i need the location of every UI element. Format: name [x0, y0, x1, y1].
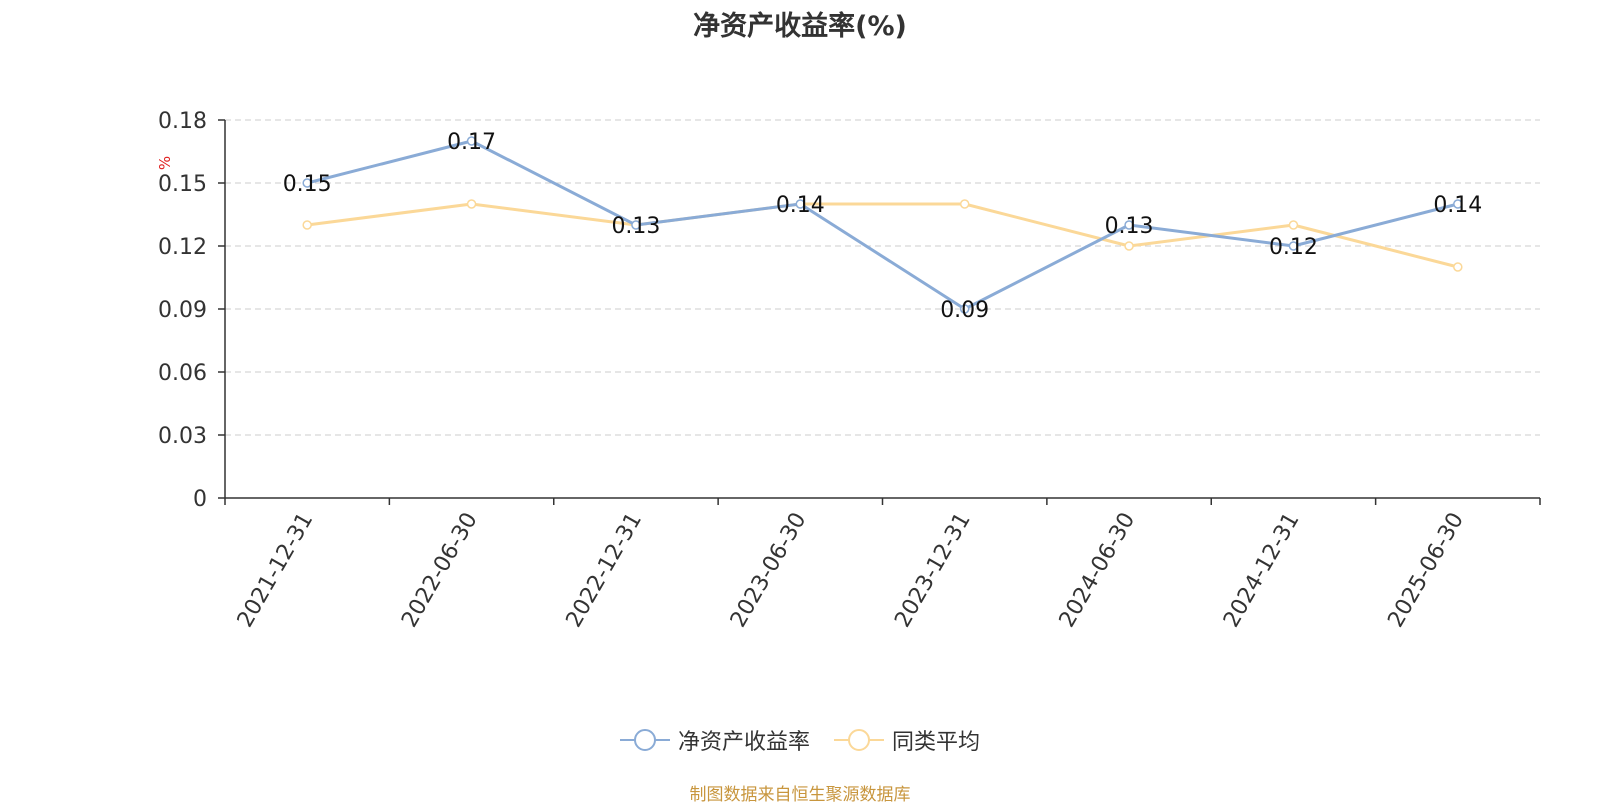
series-1-point [795, 199, 806, 209]
x-tick-label: 2021-12-31 [233, 509, 319, 632]
data-label: 0.14 [1433, 193, 1482, 218]
x-tick-label: 2022-06-30 [397, 509, 483, 632]
series-1-point [302, 178, 312, 188]
series-line-1 [306, 139, 1459, 311]
data-label: 0.13 [1105, 214, 1154, 239]
series-1-point [1453, 199, 1463, 209]
series-2-point [1124, 241, 1134, 251]
data-label: 0.09 [940, 298, 989, 323]
data-label: 0.14 [776, 193, 825, 218]
y-tick-label: 0.18 [158, 109, 207, 134]
series-2-point [959, 199, 970, 209]
data-label: 0.12 [1269, 235, 1318, 260]
y-tick-label: 0.06 [158, 361, 207, 386]
y-tick-label: 0.09 [158, 298, 207, 323]
y-tick-label: 0.12 [158, 235, 207, 260]
series-line-2 [306, 202, 1459, 269]
x-tick-label: 2023-06-30 [726, 509, 812, 632]
x-tick-label: 2022-12-31 [562, 509, 648, 632]
x-tick-label: 2023-12-31 [890, 509, 976, 632]
series-1-point [959, 304, 970, 314]
y-tick-label: 0.15 [158, 172, 207, 197]
legend-swatch-series-1-icon [619, 729, 670, 751]
series-2-point [302, 220, 312, 230]
series-2-point [1453, 262, 1463, 272]
series-1-point [1124, 220, 1134, 230]
data-label: 0.17 [447, 130, 496, 155]
y-axis-unit-label: % [156, 156, 174, 170]
data-label: 0.15 [283, 172, 332, 197]
chart-title: 净资产收益率(%) [693, 11, 907, 42]
series-1-point [631, 220, 641, 230]
y-tick-label: 0 [193, 487, 207, 512]
series-1-point [1288, 241, 1299, 251]
legend-label-series-2: 同类平均 [892, 730, 981, 755]
legend-item-series-1[interactable]: 净资产收益率 [619, 724, 810, 756]
legend-swatch-series-2-icon [834, 729, 884, 751]
legend-label-series-1: 净资产收益率 [677, 730, 810, 755]
legend: 净资产收益率 同类平均 [0, 724, 1600, 756]
x-tick-label: 2024-06-30 [1055, 509, 1141, 632]
data-source-note: 制图数据来自恒生聚源数据库 [689, 785, 911, 805]
y-tick-label: 0.03 [158, 424, 207, 449]
legend-item-series-2[interactable]: 同类平均 [834, 724, 980, 756]
data-label: 0.13 [611, 214, 660, 239]
x-tick-label: 2025-06-30 [1383, 509, 1469, 632]
series-1-point [466, 136, 477, 146]
series-2-point [466, 199, 477, 209]
series-2-point [1288, 220, 1299, 230]
x-tick-label: 2024-12-31 [1219, 509, 1305, 632]
